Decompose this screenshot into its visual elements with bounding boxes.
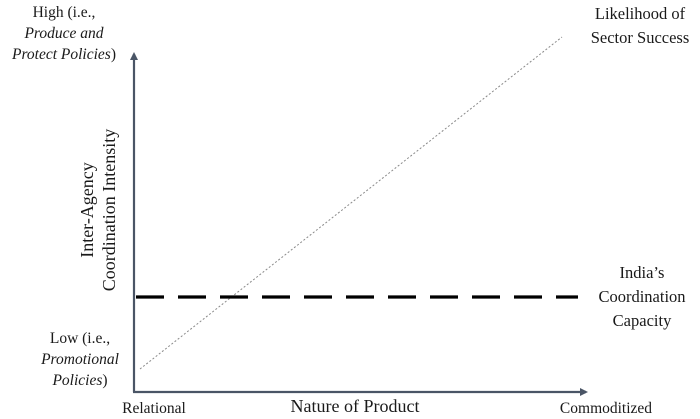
sector-success-label-line2: Sector Success xyxy=(590,28,690,47)
coordination-capacity-label-line2: Coordination xyxy=(598,287,686,306)
coordination-capacity-label: India’s Coordination Capacity xyxy=(582,261,700,333)
y-high-label: High (i.e., Produce and Protect Policies… xyxy=(2,2,126,65)
sector-success-label-line1: Likelihood of xyxy=(594,4,686,23)
y-low-label-line2: Promotional xyxy=(30,349,130,370)
y-low-label: Low (i.e., Promotional Policies) xyxy=(30,328,130,391)
y-low-label-line3-text: Policies xyxy=(52,372,103,389)
y-high-label-line3-text: Protect Policies xyxy=(11,46,111,63)
y-low-label-suffix: ) xyxy=(102,372,108,389)
y-low-label-line1: Low (i.e., xyxy=(49,330,111,347)
y-low-label-line3: Policies) xyxy=(30,370,130,391)
coordination-capacity-label-line1: India’s xyxy=(619,263,665,282)
y-high-label-line2-text: Produce and xyxy=(24,25,104,42)
x-axis-title: Nature of Product xyxy=(290,396,420,416)
sector-success-line xyxy=(139,36,563,370)
y-axis-title: Inter-Agency Coordination Intensity xyxy=(76,129,120,291)
sector-success-label: Likelihood of Sector Success xyxy=(580,2,700,50)
x-right-label: Commoditized xyxy=(559,400,653,417)
coordination-capacity-label-line3: Capacity xyxy=(612,311,672,330)
y-high-label-line3: Protect Policies) xyxy=(2,44,126,65)
x-left-label: Relational xyxy=(122,400,186,417)
y-axis-title-line2: Coordination Intensity xyxy=(99,128,119,292)
y-low-label-line2-text: Promotional xyxy=(41,351,119,368)
y-axis-title-line1: Inter-Agency xyxy=(77,162,97,258)
y-high-label-suffix: ) xyxy=(110,46,117,63)
y-high-label-line1: High (i.e., xyxy=(32,4,96,21)
y-high-label-line2: Produce and xyxy=(2,23,126,44)
